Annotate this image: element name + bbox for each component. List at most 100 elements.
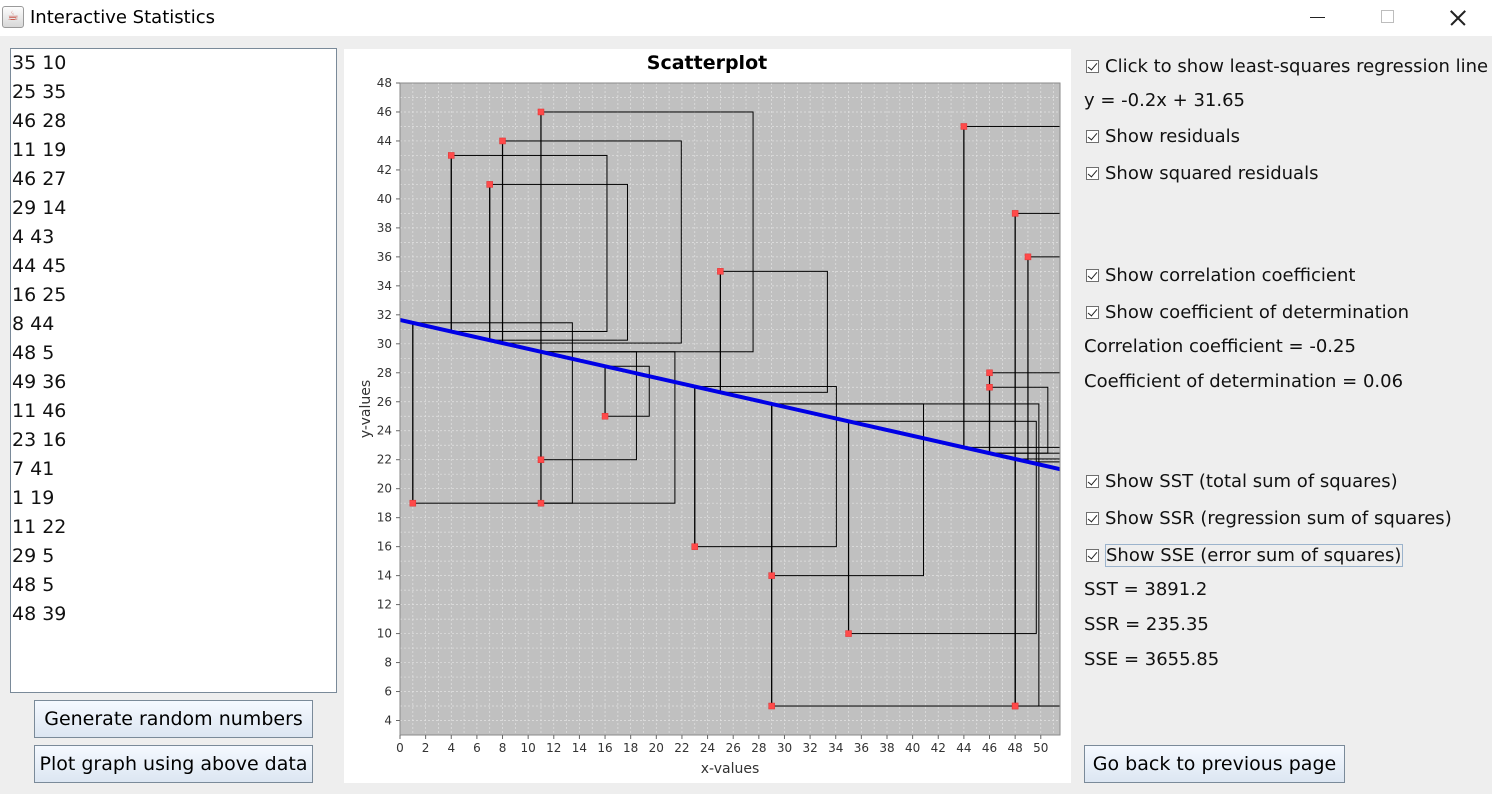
sst-checkbox[interactable] (1086, 474, 1099, 488)
data-line: 46 28 (12, 110, 67, 132)
data-point (986, 369, 993, 377)
java-cup-icon: ☕ (2, 6, 24, 28)
regression-line-option[interactable]: Click to show least-squares regression l… (1086, 52, 1488, 80)
data-line: 4 43 (12, 226, 55, 248)
maximize-button[interactable] (1364, 0, 1410, 36)
data-point (845, 630, 852, 637)
x-tick-label: 18 (623, 741, 638, 755)
y-tick-label: 30 (377, 337, 392, 351)
sse-checkbox[interactable] (1086, 548, 1099, 562)
determination-option[interactable]: Show coefficient of determination (1086, 298, 1409, 326)
sst-value: SST = 3891.2 (1084, 579, 1208, 600)
sse-label: Show SSE (error sum of squares) (1105, 543, 1404, 567)
squared-residuals-checkbox[interactable] (1086, 166, 1099, 180)
sst-option[interactable]: Show SST (total sum of squares) (1086, 467, 1398, 495)
data-line: 7 41 (12, 458, 55, 480)
grid (400, 83, 1060, 735)
y-tick-label: 46 (377, 105, 392, 119)
close-button[interactable] (1434, 0, 1480, 36)
chart-title: Scatterplot (647, 52, 767, 74)
data-line: 11 19 (12, 139, 67, 161)
x-tick-label: 26 (726, 741, 741, 755)
data-point (717, 268, 724, 275)
y-tick-label: 8 (384, 656, 392, 670)
residuals-option[interactable]: Show residuals (1086, 122, 1240, 150)
data-line: 29 14 (12, 197, 67, 219)
x-tick-label: 20 (649, 741, 664, 755)
data-point (768, 702, 775, 710)
residuals-checkbox[interactable] (1086, 129, 1099, 143)
data-point (601, 412, 609, 420)
minimize-button[interactable] (1294, 0, 1340, 36)
x-tick-label: 2 (422, 741, 430, 755)
x-tick-label: 36 (854, 741, 869, 755)
data-point (537, 108, 545, 116)
regression-line-label: Click to show least-squares regression l… (1105, 55, 1489, 77)
data-entry-textarea[interactable]: 35 10 25 35 46 28 11 19 46 27 29 14 4 43 44 45 1… (10, 48, 337, 693)
x-tick-label: 22 (674, 741, 689, 755)
ssr-label: Show SSR (regression sum of squares) (1105, 507, 1452, 529)
data-line: 8 44 (12, 313, 55, 335)
residuals-label: Show residuals (1105, 125, 1240, 147)
x-tick-label: 50 (1033, 741, 1048, 755)
x-tick-label: 0 (396, 741, 404, 755)
data-line: 49 36 (12, 371, 67, 393)
data-line: 46 27 (12, 168, 67, 190)
correlation-checkbox[interactable] (1086, 268, 1099, 282)
y-tick-label: 34 (377, 279, 392, 293)
regression-line-checkbox[interactable] (1086, 59, 1099, 73)
y-tick-label: 44 (377, 134, 392, 148)
correlation-value: Correlation coefficient = -0.25 (1084, 336, 1356, 357)
x-tick-label: 38 (879, 741, 894, 755)
correlation-label: Show correlation coefficient (1105, 264, 1356, 286)
y-tick-label: 10 (377, 627, 392, 641)
data-line: 1 19 (12, 487, 55, 509)
y-axis-label: y-values (358, 380, 374, 438)
squared-residuals-option[interactable]: Show squared residuals (1086, 159, 1318, 187)
correlation-option[interactable]: Show correlation coefficient (1086, 261, 1355, 289)
x-tick-label: 40 (905, 741, 920, 755)
data-line: 11 22 (12, 516, 67, 538)
y-tick-label: 36 (377, 250, 392, 264)
scatterplot-panel: Scatterplot 0 2 4 6 8 10 12 14 16 18 20 22 24 26 28 30 32… (344, 49, 1071, 783)
generate-random-numbers-button[interactable]: Generate random numbers (34, 700, 313, 738)
y-tick-label: 4 (384, 714, 392, 728)
data-point (486, 181, 493, 188)
determination-checkbox[interactable] (1086, 305, 1099, 319)
data-point (768, 572, 775, 579)
y-tick-label: 42 (377, 163, 392, 177)
sst-label: Show SST (total sum of squares) (1105, 470, 1398, 492)
y-tick-label: 40 (377, 192, 392, 206)
data-point (986, 384, 993, 391)
data-point (1011, 210, 1019, 217)
squared-residuals-label: Show squared residuals (1105, 162, 1319, 184)
x-axis-label: x-values (701, 761, 760, 777)
sse-option[interactable]: Show SSE (error sum of squares) (1086, 541, 1404, 569)
data-point (537, 499, 545, 507)
determination-value: Coefficient of determination = 0.06 (1084, 371, 1404, 392)
y-tick-label: 38 (377, 221, 392, 235)
plot-graph-button[interactable]: Plot graph using above data (34, 745, 313, 783)
y-tick-label: 26 (377, 395, 392, 409)
x-tick-label: 12 (546, 741, 561, 755)
ssr-option[interactable]: Show SSR (regression sum of squares) (1086, 504, 1452, 532)
data-point (960, 123, 968, 130)
regression-line (400, 317, 1060, 472)
y-tick-label: 16 (377, 540, 392, 554)
x-tick-label: 8 (499, 741, 507, 755)
data-line: 44 45 (12, 255, 67, 277)
data-line: 11 46 (12, 400, 67, 422)
regression-equation: y = -0.2x + 31.65 (1084, 90, 1246, 111)
ssr-checkbox[interactable] (1086, 511, 1099, 525)
plot-content (400, 108, 1060, 710)
x-tick-label: 34 (828, 741, 843, 755)
y-tick-label: 28 (377, 366, 392, 380)
data-line: 25 35 (12, 81, 67, 103)
x-tick-label: 14 (572, 741, 587, 755)
y-tick-label: 18 (377, 511, 392, 525)
go-back-button[interactable]: Go back to previous page (1084, 745, 1345, 783)
x-tick-label: 10 (521, 741, 536, 755)
title-bar: ☕ Interactive Statistics (0, 0, 1492, 36)
y-tick-label: 6 (384, 685, 392, 699)
